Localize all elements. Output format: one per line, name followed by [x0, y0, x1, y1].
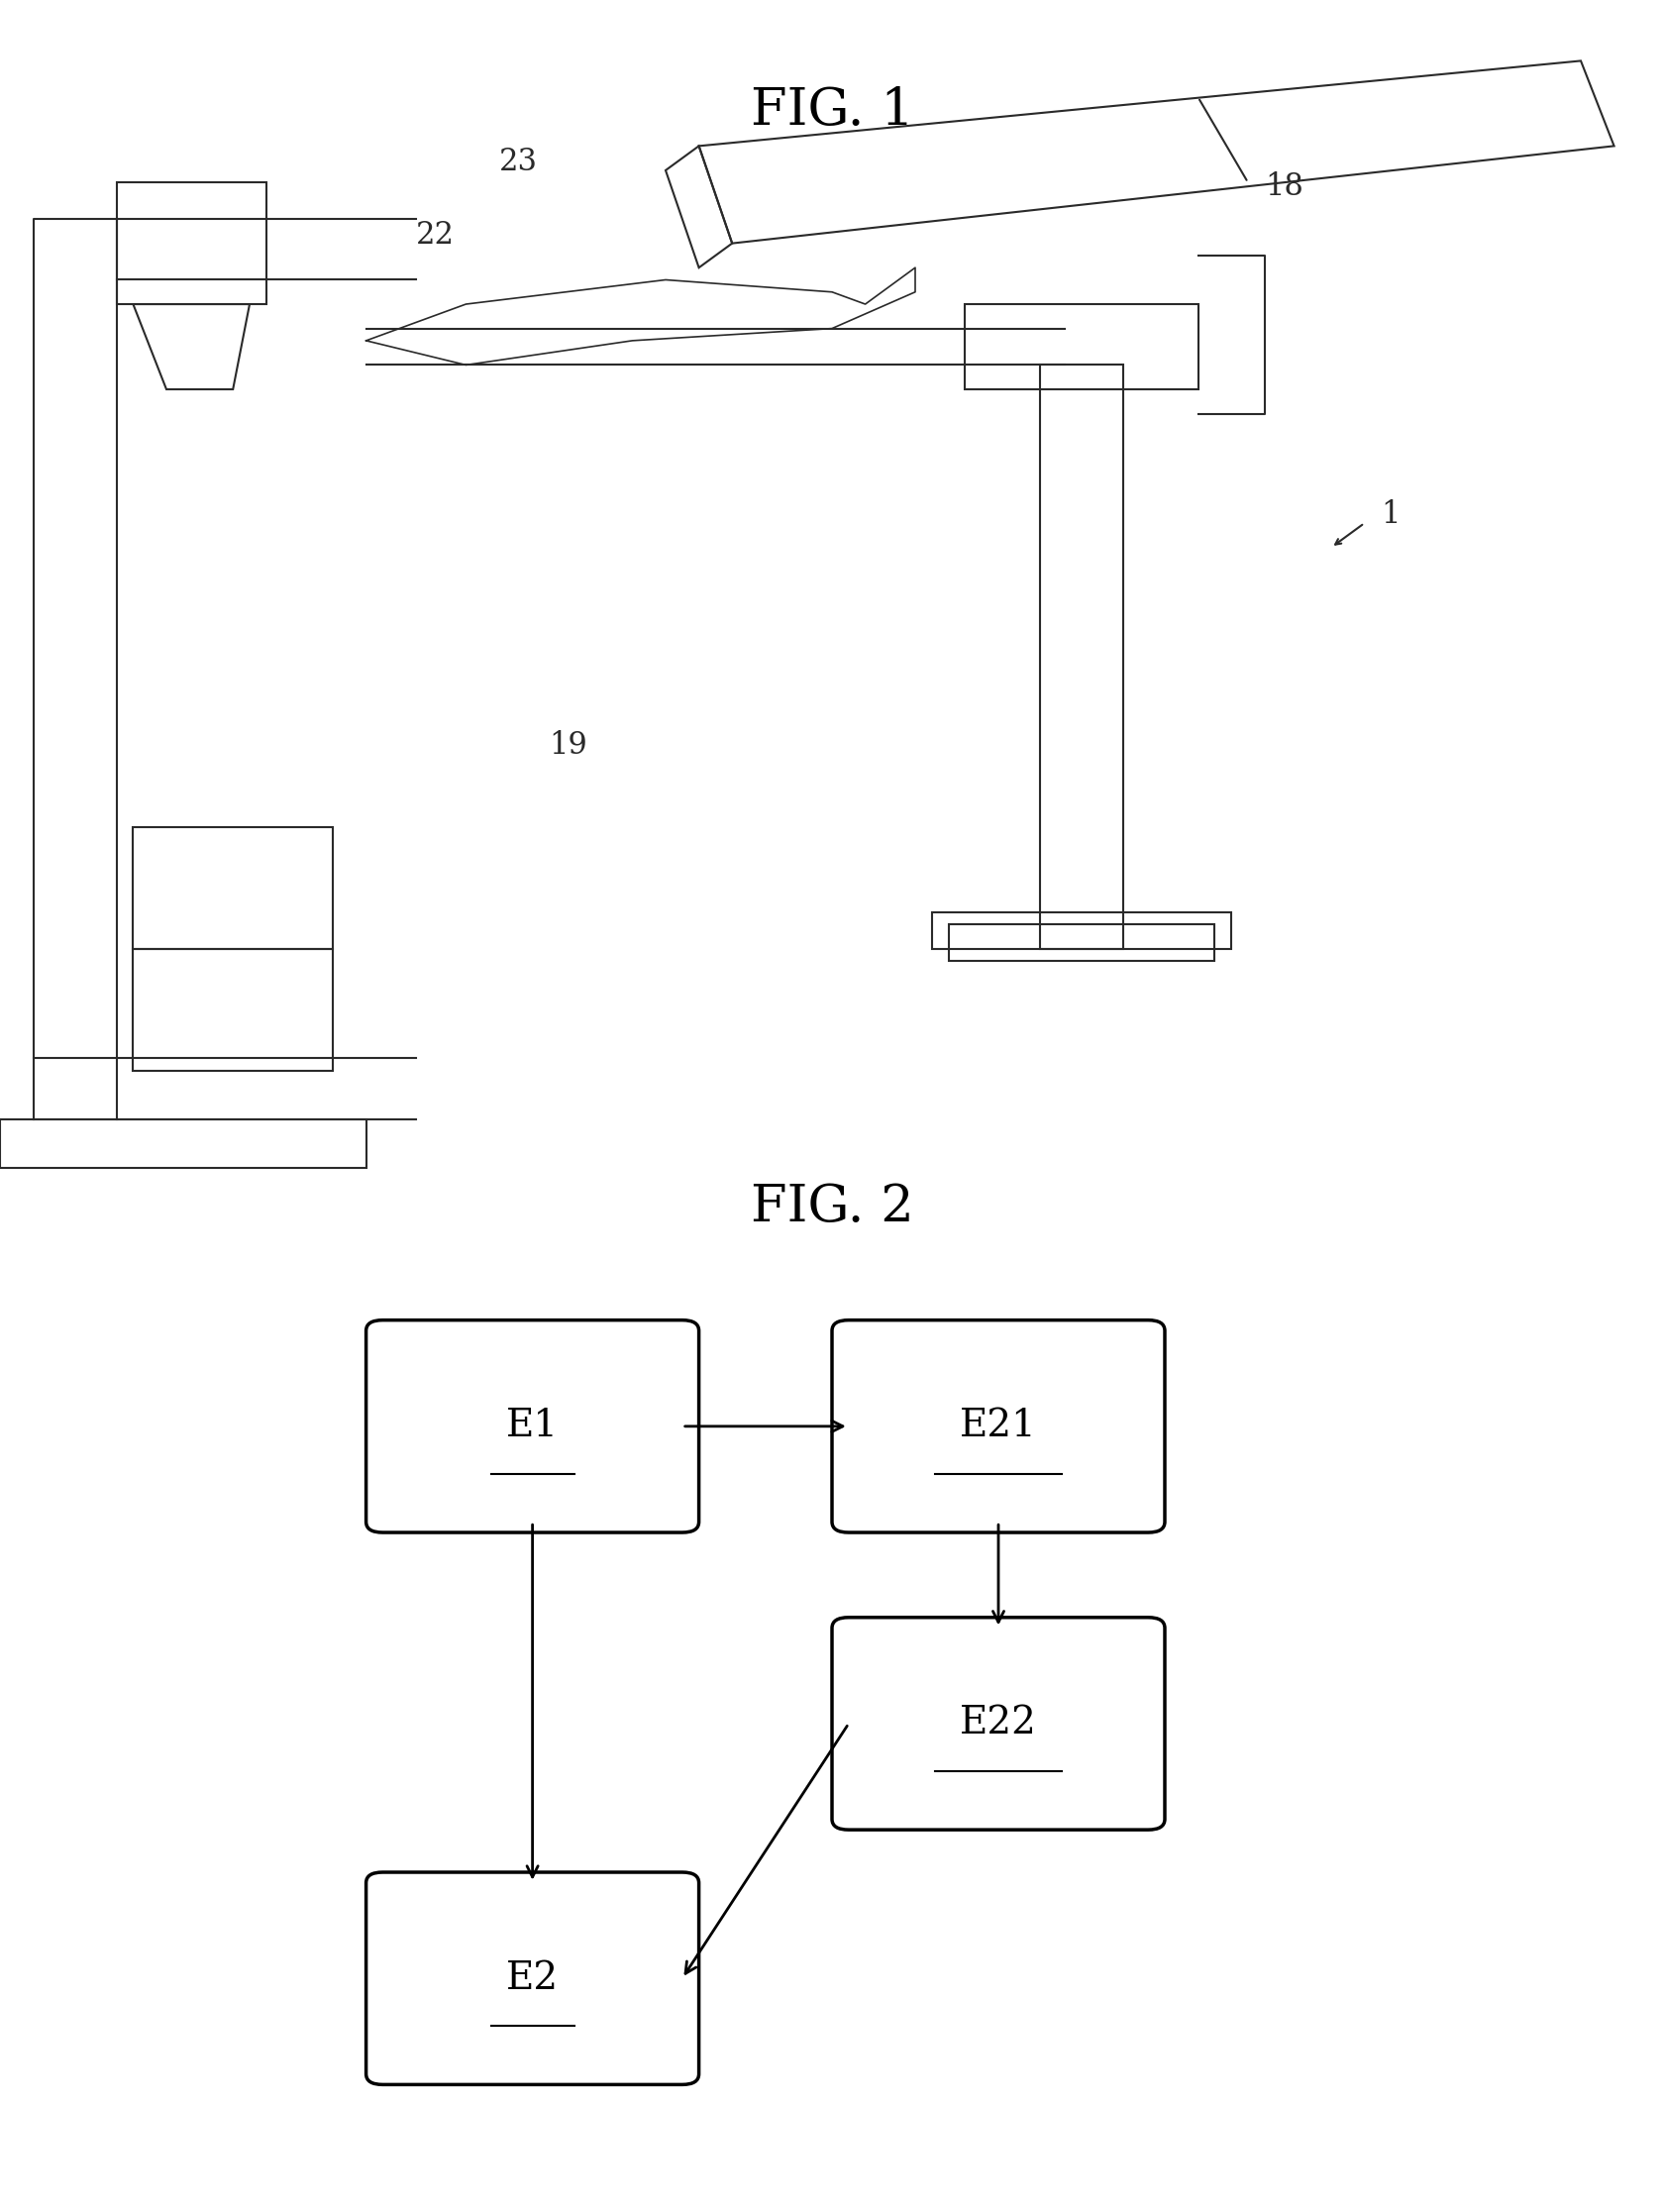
Text: E1: E1 [506, 1409, 559, 1444]
Text: 1: 1 [1381, 500, 1401, 531]
Text: 22: 22 [416, 219, 454, 250]
Text: FIG. 2: FIG. 2 [750, 1181, 914, 1232]
FancyBboxPatch shape [366, 1321, 699, 1533]
Text: 19: 19 [549, 730, 587, 761]
Bar [133, 949, 333, 1071]
FancyBboxPatch shape [366, 1871, 699, 2084]
Text: E21: E21 [960, 1409, 1037, 1444]
Text: E22: E22 [960, 1705, 1037, 1741]
Bar [965, 303, 1198, 389]
FancyBboxPatch shape [832, 1321, 1165, 1533]
Text: 18: 18 [1265, 170, 1303, 201]
Bar [116, 181, 266, 303]
Bar [1040, 365, 1123, 949]
Text: E2: E2 [506, 1960, 559, 1997]
FancyBboxPatch shape [832, 1617, 1165, 1829]
Text: 23: 23 [499, 146, 537, 177]
Text: FIG. 1: FIG. 1 [750, 84, 914, 135]
